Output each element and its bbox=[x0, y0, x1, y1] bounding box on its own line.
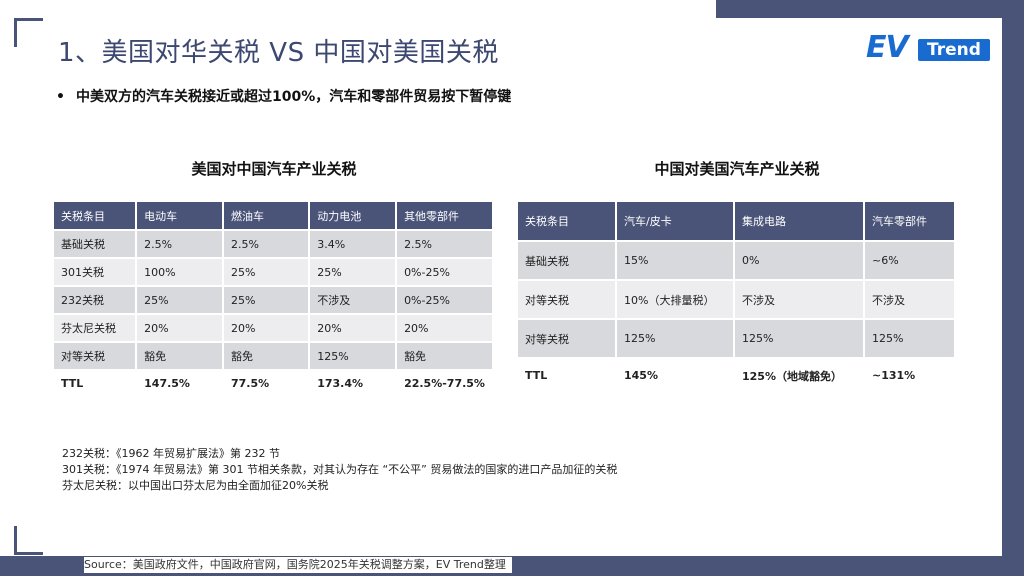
column-header: 其他零部件 bbox=[397, 202, 494, 229]
table-row: 232关税 25% 25% 不涉及 0%-25% bbox=[54, 285, 494, 313]
table-cell: TTL bbox=[518, 357, 617, 392]
bullet-icon: • bbox=[56, 89, 65, 105]
table-cell: 0%-25% bbox=[397, 257, 494, 285]
cn-table-title: 中国对美国汽车产业关税 bbox=[654, 160, 820, 178]
table-cell: 对等关税 bbox=[518, 318, 617, 357]
cn-tariff-table: 关税条目 汽车/皮卡 集成电路 汽车零部件 基础关税 15% 0% ~6% 对等… bbox=[518, 202, 956, 392]
table-cell: 基础关税 bbox=[54, 229, 138, 257]
table-cell: 232关税 bbox=[54, 285, 138, 313]
table-cell: 25% bbox=[310, 257, 398, 285]
table-cell: 豁免 bbox=[223, 341, 311, 369]
table-cell: 不涉及 bbox=[865, 279, 956, 318]
table-row: 对等关税 125% 125% 125% bbox=[518, 318, 956, 357]
column-header: 汽车/皮卡 bbox=[617, 202, 735, 240]
table-row: 芬太尼关税 20% 20% 20% 20% bbox=[54, 313, 494, 341]
table-cell: 15% bbox=[617, 240, 735, 279]
logo-trend-text: Trend bbox=[918, 39, 990, 61]
key-point: • 中美双方的汽车关税接近或超过100%，汽车和零部件贸易按下暂停键 bbox=[56, 86, 511, 106]
table-cell: 100% bbox=[137, 257, 224, 285]
footnote-232: 232关税：《1962 年贸易扩展法》第 232 节 bbox=[62, 447, 280, 460]
table-cell: 20% bbox=[137, 313, 224, 341]
table-header-row: 关税条目 汽车/皮卡 集成电路 汽车零部件 bbox=[518, 202, 956, 240]
table-cell: 22.5%-77.5% bbox=[397, 369, 494, 395]
logo-ev-text: EV bbox=[866, 30, 909, 65]
table-cell: 25% bbox=[137, 285, 224, 313]
column-header: 电动车 bbox=[137, 202, 224, 229]
table-cell: 147.5% bbox=[137, 369, 224, 395]
table-cell: 125% bbox=[735, 318, 865, 357]
table-total-row: TTL 145% 125%（地域豁免） ~131% bbox=[518, 357, 956, 392]
table-cell: 25% bbox=[223, 285, 311, 313]
corner-bracket-bottom-left bbox=[14, 526, 43, 555]
table-cell: 10%（大排量税） bbox=[617, 279, 735, 318]
table-cell: 不涉及 bbox=[735, 279, 865, 318]
us-tariff-table: 关税条目 电动车 燃油车 动力电池 其他零部件 基础关税 2.5% 2.5% 3… bbox=[54, 202, 494, 395]
footnotes: 232关税：《1962 年贸易扩展法》第 232 节 301关税：《1974 年… bbox=[62, 446, 617, 494]
table-cell: 20% bbox=[397, 313, 494, 341]
table-cell: 豁免 bbox=[397, 341, 494, 369]
table-cell: TTL bbox=[54, 369, 138, 395]
table-cell: 2.5% bbox=[397, 229, 494, 257]
table-row: 基础关税 15% 0% ~6% bbox=[518, 240, 956, 279]
table-cell: 125% bbox=[865, 318, 956, 357]
table-cell: ~131% bbox=[865, 357, 956, 392]
table-cell: 125% bbox=[617, 318, 735, 357]
table-row: 对等关税 10%（大排量税） 不涉及 不涉及 bbox=[518, 279, 956, 318]
us-table-title: 美国对中国汽车产业关税 bbox=[191, 160, 357, 178]
table-cell: 20% bbox=[310, 313, 398, 341]
footnote-fentanyl: 芬太尼关税：以中国出口芬太尼为由全面加征20%关税 bbox=[62, 479, 329, 492]
table-cell: 2.5% bbox=[137, 229, 224, 257]
corner-bracket-top-left bbox=[14, 18, 43, 47]
table-total-row: TTL 147.5% 77.5% 173.4% 22.5%-77.5% bbox=[54, 369, 494, 395]
column-header: 燃油车 bbox=[223, 202, 311, 229]
table-row: 基础关税 2.5% 2.5% 3.4% 2.5% bbox=[54, 229, 494, 257]
table-cell: 173.4% bbox=[310, 369, 398, 395]
table-cell: 20% bbox=[223, 313, 311, 341]
table-cell: 对等关税 bbox=[518, 279, 617, 318]
table-cell: 0% bbox=[735, 240, 865, 279]
footnote-301: 301关税：《1974 年贸易法》第 301 节相关条款，对其认为存在 “不公平… bbox=[62, 463, 618, 476]
ev-trend-logo: EV Trend bbox=[866, 30, 990, 65]
source-note: Source：美国政府文件，中国政府官网，国务院2025年关税调整方案，EV T… bbox=[84, 557, 512, 573]
column-header: 关税条目 bbox=[518, 202, 617, 240]
table-cell: 对等关税 bbox=[54, 341, 138, 369]
table-cell: 77.5% bbox=[223, 369, 311, 395]
table-cell: 不涉及 bbox=[310, 285, 398, 313]
table-cell: 3.4% bbox=[310, 229, 398, 257]
table-cell: 2.5% bbox=[223, 229, 311, 257]
column-header: 汽车零部件 bbox=[865, 202, 956, 240]
table-cell: 301关税 bbox=[54, 257, 138, 285]
table-row: 对等关税 豁免 豁免 125% 豁免 bbox=[54, 341, 494, 369]
page-title: 1、美国对华关税 VS 中国对美国关税 bbox=[58, 38, 499, 68]
table-cell: 25% bbox=[223, 257, 311, 285]
table-cell: 145% bbox=[617, 357, 735, 392]
table-cell: 125%（地域豁免） bbox=[735, 357, 865, 392]
table-cell: 0%-25% bbox=[397, 285, 494, 313]
table-cell: ~6% bbox=[865, 240, 956, 279]
key-point-text: 中美双方的汽车关税接近或超过100%，汽车和零部件贸易按下暂停键 bbox=[76, 89, 512, 105]
column-header: 集成电路 bbox=[735, 202, 865, 240]
table-cell: 豁免 bbox=[137, 341, 224, 369]
table-header-row: 关税条目 电动车 燃油车 动力电池 其他零部件 bbox=[54, 202, 494, 229]
table-row: 301关税 100% 25% 25% 0%-25% bbox=[54, 257, 494, 285]
column-header: 关税条目 bbox=[54, 202, 138, 229]
table-cell: 基础关税 bbox=[518, 240, 617, 279]
column-header: 动力电池 bbox=[310, 202, 398, 229]
table-cell: 芬太尼关税 bbox=[54, 313, 138, 341]
table-cell: 125% bbox=[310, 341, 398, 369]
